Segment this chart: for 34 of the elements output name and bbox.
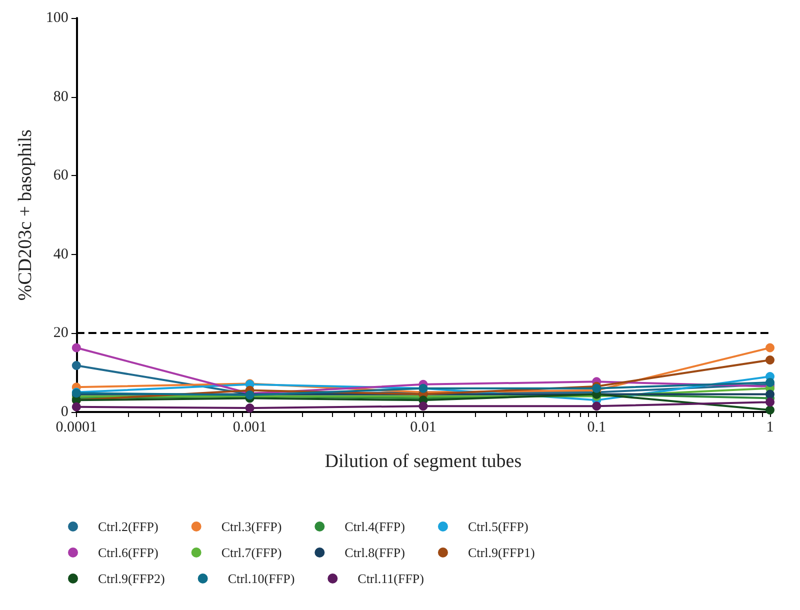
- point: [592, 402, 602, 411]
- point: [766, 343, 774, 352]
- legend-label: Ctrl.11(FFP): [358, 571, 424, 586]
- y-tick-label: 40: [53, 246, 68, 262]
- y-tick-label: 0: [60, 404, 68, 420]
- legend-label: Ctrl.3(FFP): [221, 519, 282, 534]
- point: [418, 402, 428, 411]
- legend-label: Ctrl.4(FFP): [344, 519, 405, 534]
- point: [766, 390, 774, 399]
- x-tick-label: 0.0001: [56, 420, 98, 436]
- point: [72, 343, 81, 352]
- legend-label: Ctrl.10(FFP): [228, 571, 295, 586]
- x-tick-label: 0.001: [232, 420, 267, 436]
- x-axis-title: Dilution of segment tubes: [324, 451, 522, 472]
- legend-label: Ctrl.9(FFP1): [468, 545, 535, 560]
- legend-label: Ctrl.6(FFP): [98, 545, 158, 560]
- x-tick-label: 1: [766, 420, 774, 436]
- y-tick-label: 20: [53, 325, 68, 342]
- legend-label: Ctrl.9(FFP2): [98, 571, 165, 586]
- y-tick-label: 60: [53, 168, 68, 184]
- y-axis-title: %CD203c + basophils: [15, 129, 36, 301]
- point: [72, 361, 81, 370]
- legend-label: Ctrl.7(FFP): [221, 545, 282, 560]
- point: [766, 406, 774, 415]
- legend-label: Ctrl.2(FFP): [98, 519, 158, 534]
- y-tick-label: 100: [46, 10, 68, 26]
- x-tick-label: 0.01: [410, 420, 436, 436]
- x-tick-label: 0.1: [587, 420, 606, 436]
- point: [766, 355, 774, 364]
- legend-label: Ctrl.5(FFP): [468, 519, 528, 534]
- legend-label: Ctrl.8(FFP): [344, 545, 405, 560]
- y-tick-label: 80: [53, 88, 68, 105]
- point: [245, 404, 254, 413]
- point: [766, 398, 774, 407]
